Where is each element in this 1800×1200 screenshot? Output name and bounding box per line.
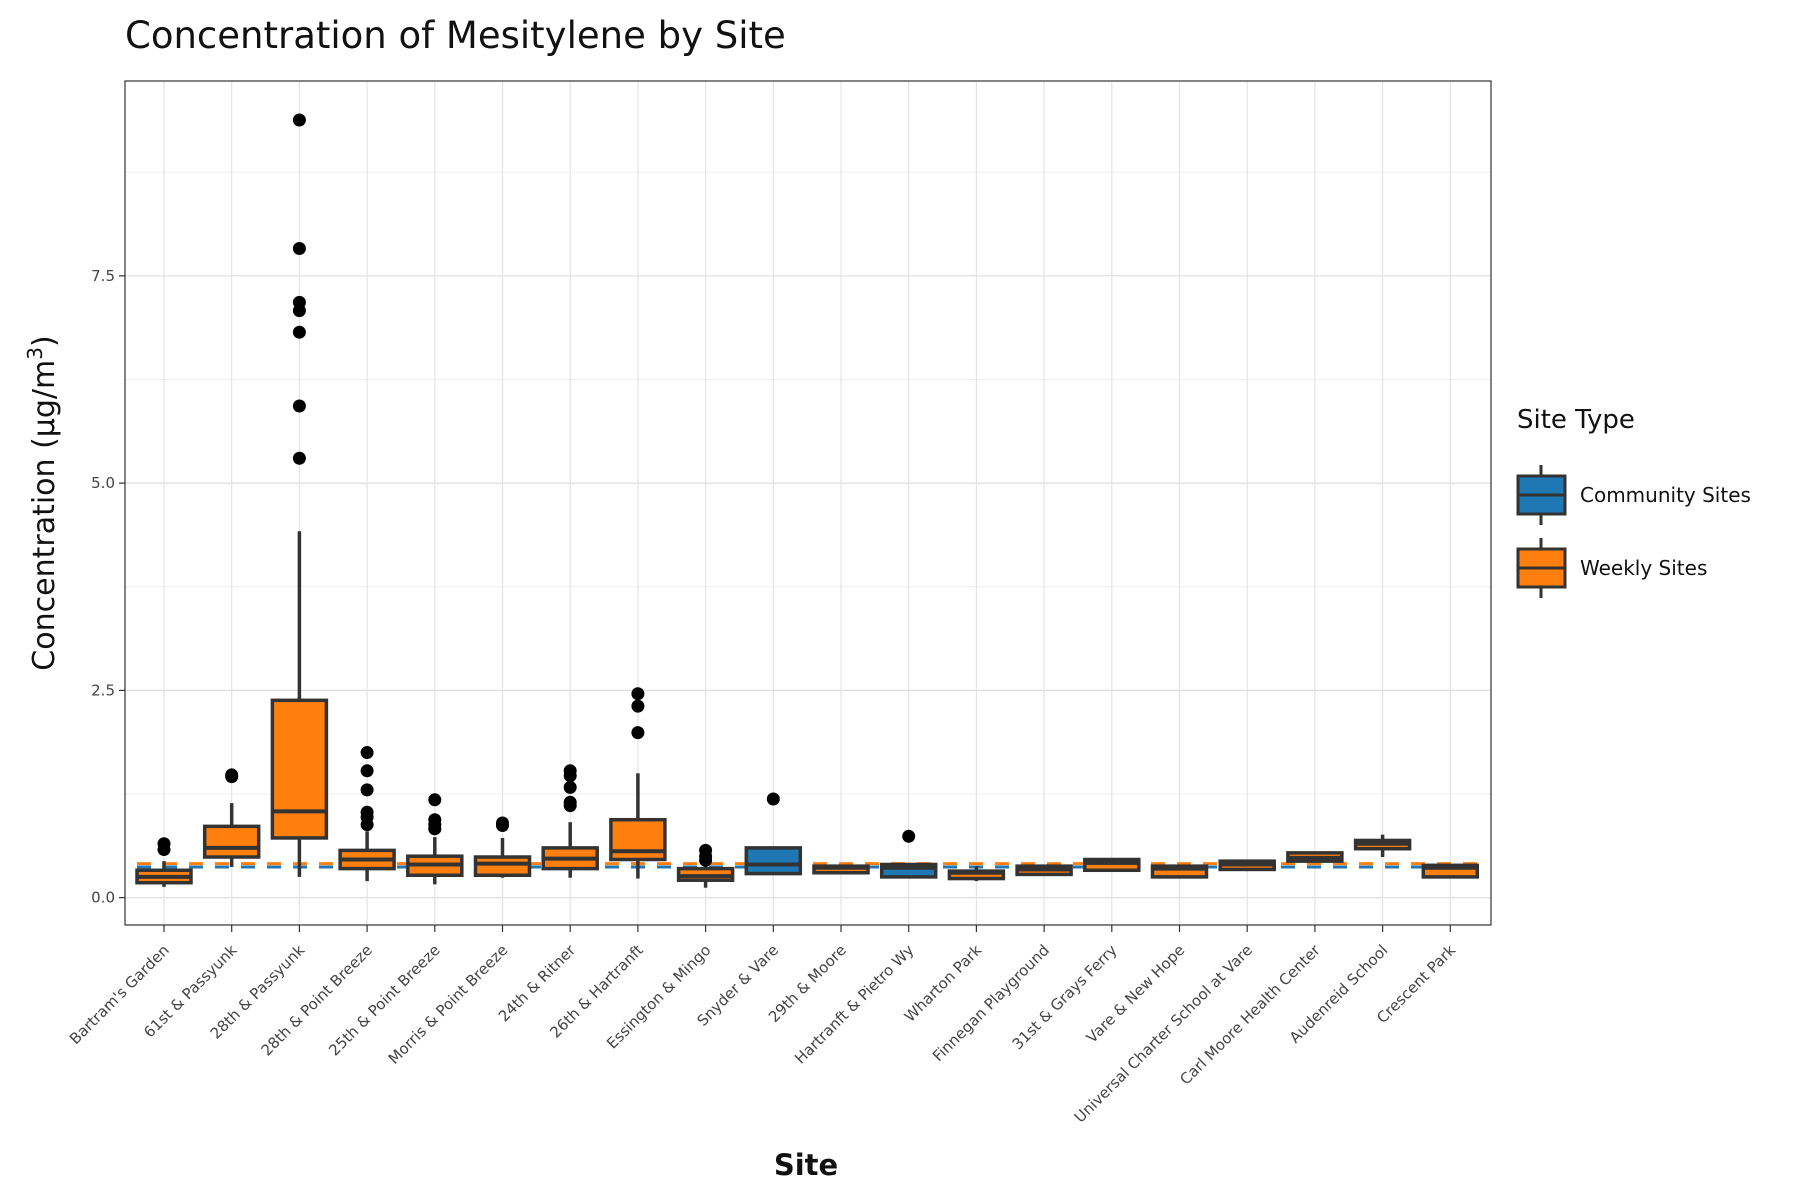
box-outlier xyxy=(766,792,780,806)
box-outlier xyxy=(631,726,645,740)
box-outlier xyxy=(157,837,171,851)
box-15 xyxy=(1083,857,1141,873)
box-outlier xyxy=(292,399,306,413)
legend-item: Community Sites xyxy=(1516,465,1751,525)
box-body xyxy=(202,824,261,859)
box-13 xyxy=(947,866,1006,882)
box-body xyxy=(609,817,667,862)
box-2 xyxy=(202,768,261,867)
legend-label: Community Sites xyxy=(1580,483,1751,507)
x-tick-label: Carl Moore Health Center xyxy=(1176,941,1324,1089)
box-outlier xyxy=(360,805,374,819)
box-10 xyxy=(744,792,803,876)
y-tick-label: 2.5 xyxy=(91,681,115,699)
plot-border xyxy=(124,80,1492,926)
grid xyxy=(125,81,1491,925)
box-outlier xyxy=(496,816,509,830)
box-outlier xyxy=(360,746,374,760)
box-6 xyxy=(473,816,532,878)
x-tick-label: 28th & Point Breeze xyxy=(258,941,376,1059)
box-outlier xyxy=(225,768,239,782)
box-5 xyxy=(406,793,464,885)
box-14 xyxy=(1015,864,1073,877)
box-8 xyxy=(609,687,667,879)
y-axis-title: Concentration (µg/m3) xyxy=(23,335,62,670)
box-outlier xyxy=(292,241,306,255)
box-3 xyxy=(270,113,329,877)
legend-item: Weekly Sites xyxy=(1516,538,1707,598)
y-tick-label: 0.0 xyxy=(91,889,115,907)
box-outlier xyxy=(563,780,577,794)
box-outlier xyxy=(699,843,713,857)
x-tick-label: Morris & Point Breeze xyxy=(385,941,512,1068)
box-outlier xyxy=(428,793,442,807)
box-outlier xyxy=(360,783,374,797)
box-18 xyxy=(1286,851,1344,863)
y-tick-label: 7.5 xyxy=(91,267,115,285)
box-20 xyxy=(1421,863,1480,879)
x-tick-label: Finnegan Playground xyxy=(929,941,1053,1065)
box-17 xyxy=(1218,859,1276,872)
x-axis-title: Site xyxy=(774,1148,838,1182)
box-body xyxy=(473,855,532,878)
legend-title: Site Type xyxy=(1517,405,1635,435)
box-19 xyxy=(1353,834,1412,858)
box-outlier xyxy=(360,764,374,778)
box-outlier xyxy=(428,813,442,827)
box-body xyxy=(1083,857,1141,873)
legend-label: Weekly Sites xyxy=(1580,556,1707,580)
box-outlier xyxy=(292,451,306,465)
plot-panel xyxy=(125,81,1491,925)
box-16 xyxy=(1150,864,1209,879)
box-outlier xyxy=(292,325,306,339)
y-tick-label: 5.0 xyxy=(91,474,115,492)
box-outlier xyxy=(563,764,577,778)
box-4 xyxy=(338,746,396,882)
box-1 xyxy=(135,837,193,887)
box-7 xyxy=(541,764,599,878)
box-body xyxy=(1150,864,1209,879)
box-body xyxy=(744,846,803,876)
box-12 xyxy=(879,829,938,879)
box-body xyxy=(1421,863,1480,879)
box-body xyxy=(270,698,329,840)
box-9 xyxy=(676,843,735,888)
x-tick-label: 25th & Point Breeze xyxy=(325,941,443,1059)
box-11 xyxy=(812,864,870,875)
box-outlier xyxy=(563,795,577,809)
box-outlier xyxy=(631,687,645,701)
legend: Site Type Community Sites Weekly Sites xyxy=(1516,405,1751,598)
box-outlier xyxy=(902,829,916,843)
box-outlier xyxy=(292,295,306,309)
y-axis: 0.0 2.5 5.0 7.5 xyxy=(91,267,125,907)
chart-title: Concentration of Mesitylene by Site xyxy=(125,14,786,57)
box-outlier xyxy=(631,699,645,713)
boxes xyxy=(135,113,1480,888)
box-outlier xyxy=(292,113,306,127)
x-tick-label: Hartranft & Pietro Wy xyxy=(791,941,917,1067)
